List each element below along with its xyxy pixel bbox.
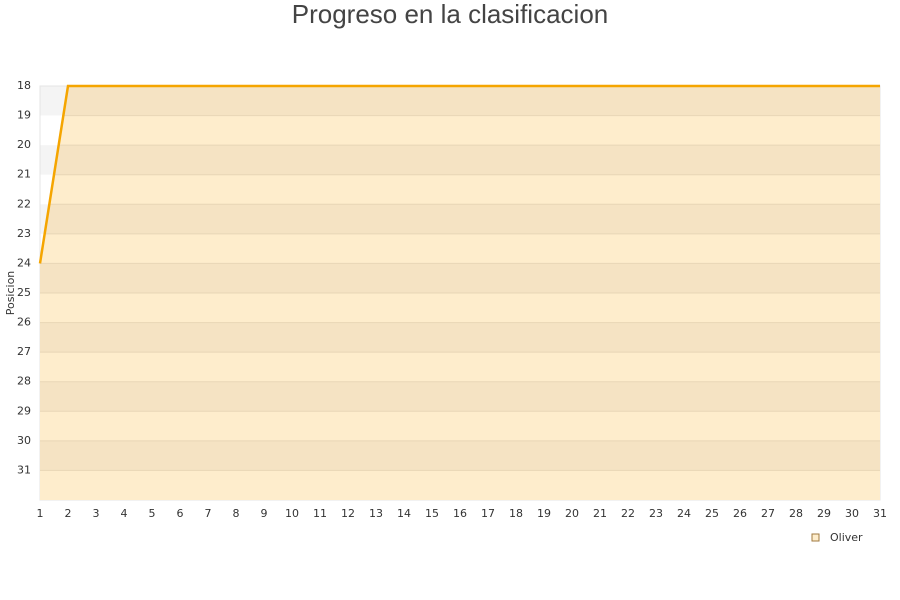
x-tick-label: 10 xyxy=(285,507,299,520)
x-tick-label: 26 xyxy=(733,507,747,520)
chart-title: Progreso en la clasificacion xyxy=(292,0,609,29)
legend-swatch xyxy=(811,533,820,542)
x-tick-label: 22 xyxy=(621,507,635,520)
y-tick-label: 20 xyxy=(17,138,31,151)
area-band xyxy=(40,115,880,146)
x-tick-label: 1 xyxy=(37,507,44,520)
x-tick-label: 5 xyxy=(149,507,156,520)
area-band xyxy=(40,204,880,234)
line xyxy=(38,84,880,264)
area-band xyxy=(40,381,880,412)
x-tick-label: 7 xyxy=(205,507,212,520)
x-tick-label: 18 xyxy=(509,507,523,520)
area-band xyxy=(40,263,880,293)
x-tick-label: 24 xyxy=(677,507,691,520)
x-tick-label: 3 xyxy=(93,507,100,520)
x-tick-label: 2 xyxy=(65,507,72,520)
area-band xyxy=(40,233,880,264)
x-tick-label: 19 xyxy=(537,507,551,520)
x-tick-label: 25 xyxy=(705,507,719,520)
x-tick-label: 11 xyxy=(313,507,327,520)
x-tick-label: 15 xyxy=(425,507,439,520)
x-tick-label: 9 xyxy=(261,507,268,520)
area xyxy=(40,86,880,500)
x-tick-label: 17 xyxy=(481,507,495,520)
y-tick-label: 22 xyxy=(17,197,31,210)
x-tick-label: 30 xyxy=(845,507,859,520)
y-tick-label: 29 xyxy=(17,404,31,417)
x-tick-label: 27 xyxy=(761,507,775,520)
x-tick-label: 16 xyxy=(453,507,467,520)
x-tick-label: 13 xyxy=(369,507,383,520)
y-tick-label: 25 xyxy=(17,286,31,299)
x-tick-label: 12 xyxy=(341,507,355,520)
x-tick-label: 28 xyxy=(789,507,803,520)
y-tick-label: 31 xyxy=(17,463,31,476)
y-tick-label: 26 xyxy=(17,316,31,329)
area-band xyxy=(40,145,880,175)
x-tick-label: 23 xyxy=(649,507,663,520)
y-tick-label: 24 xyxy=(17,256,31,269)
x-tick-label: 6 xyxy=(177,507,184,520)
legend-label: Oliver xyxy=(830,531,863,544)
x-tick-label: 21 xyxy=(593,507,607,520)
y-tick-label: 27 xyxy=(17,345,31,358)
area-band xyxy=(40,411,880,441)
x-tick-label: 4 xyxy=(121,507,128,520)
y-tick-label: 19 xyxy=(17,109,31,122)
y-tick-label: 21 xyxy=(17,168,31,181)
area-band xyxy=(40,440,880,471)
area-band xyxy=(40,293,880,323)
y-tick-label: 18 xyxy=(17,79,31,92)
y-tick-label: 30 xyxy=(17,434,31,447)
y-tick-label: 28 xyxy=(17,375,31,388)
x-tick-label: 29 xyxy=(817,507,831,520)
area-band xyxy=(40,470,880,500)
area-band xyxy=(40,352,880,382)
y-axis-label: Posicion xyxy=(4,271,17,316)
area-band xyxy=(40,322,880,353)
x-tick-label: 20 xyxy=(565,507,579,520)
area-band xyxy=(40,174,880,205)
y-tick-label: 23 xyxy=(17,227,31,240)
x-tick-label: 8 xyxy=(233,507,240,520)
area-band xyxy=(40,86,880,116)
x-tick-label: 31 xyxy=(873,507,887,520)
x-tick-label: 14 xyxy=(397,507,411,520)
